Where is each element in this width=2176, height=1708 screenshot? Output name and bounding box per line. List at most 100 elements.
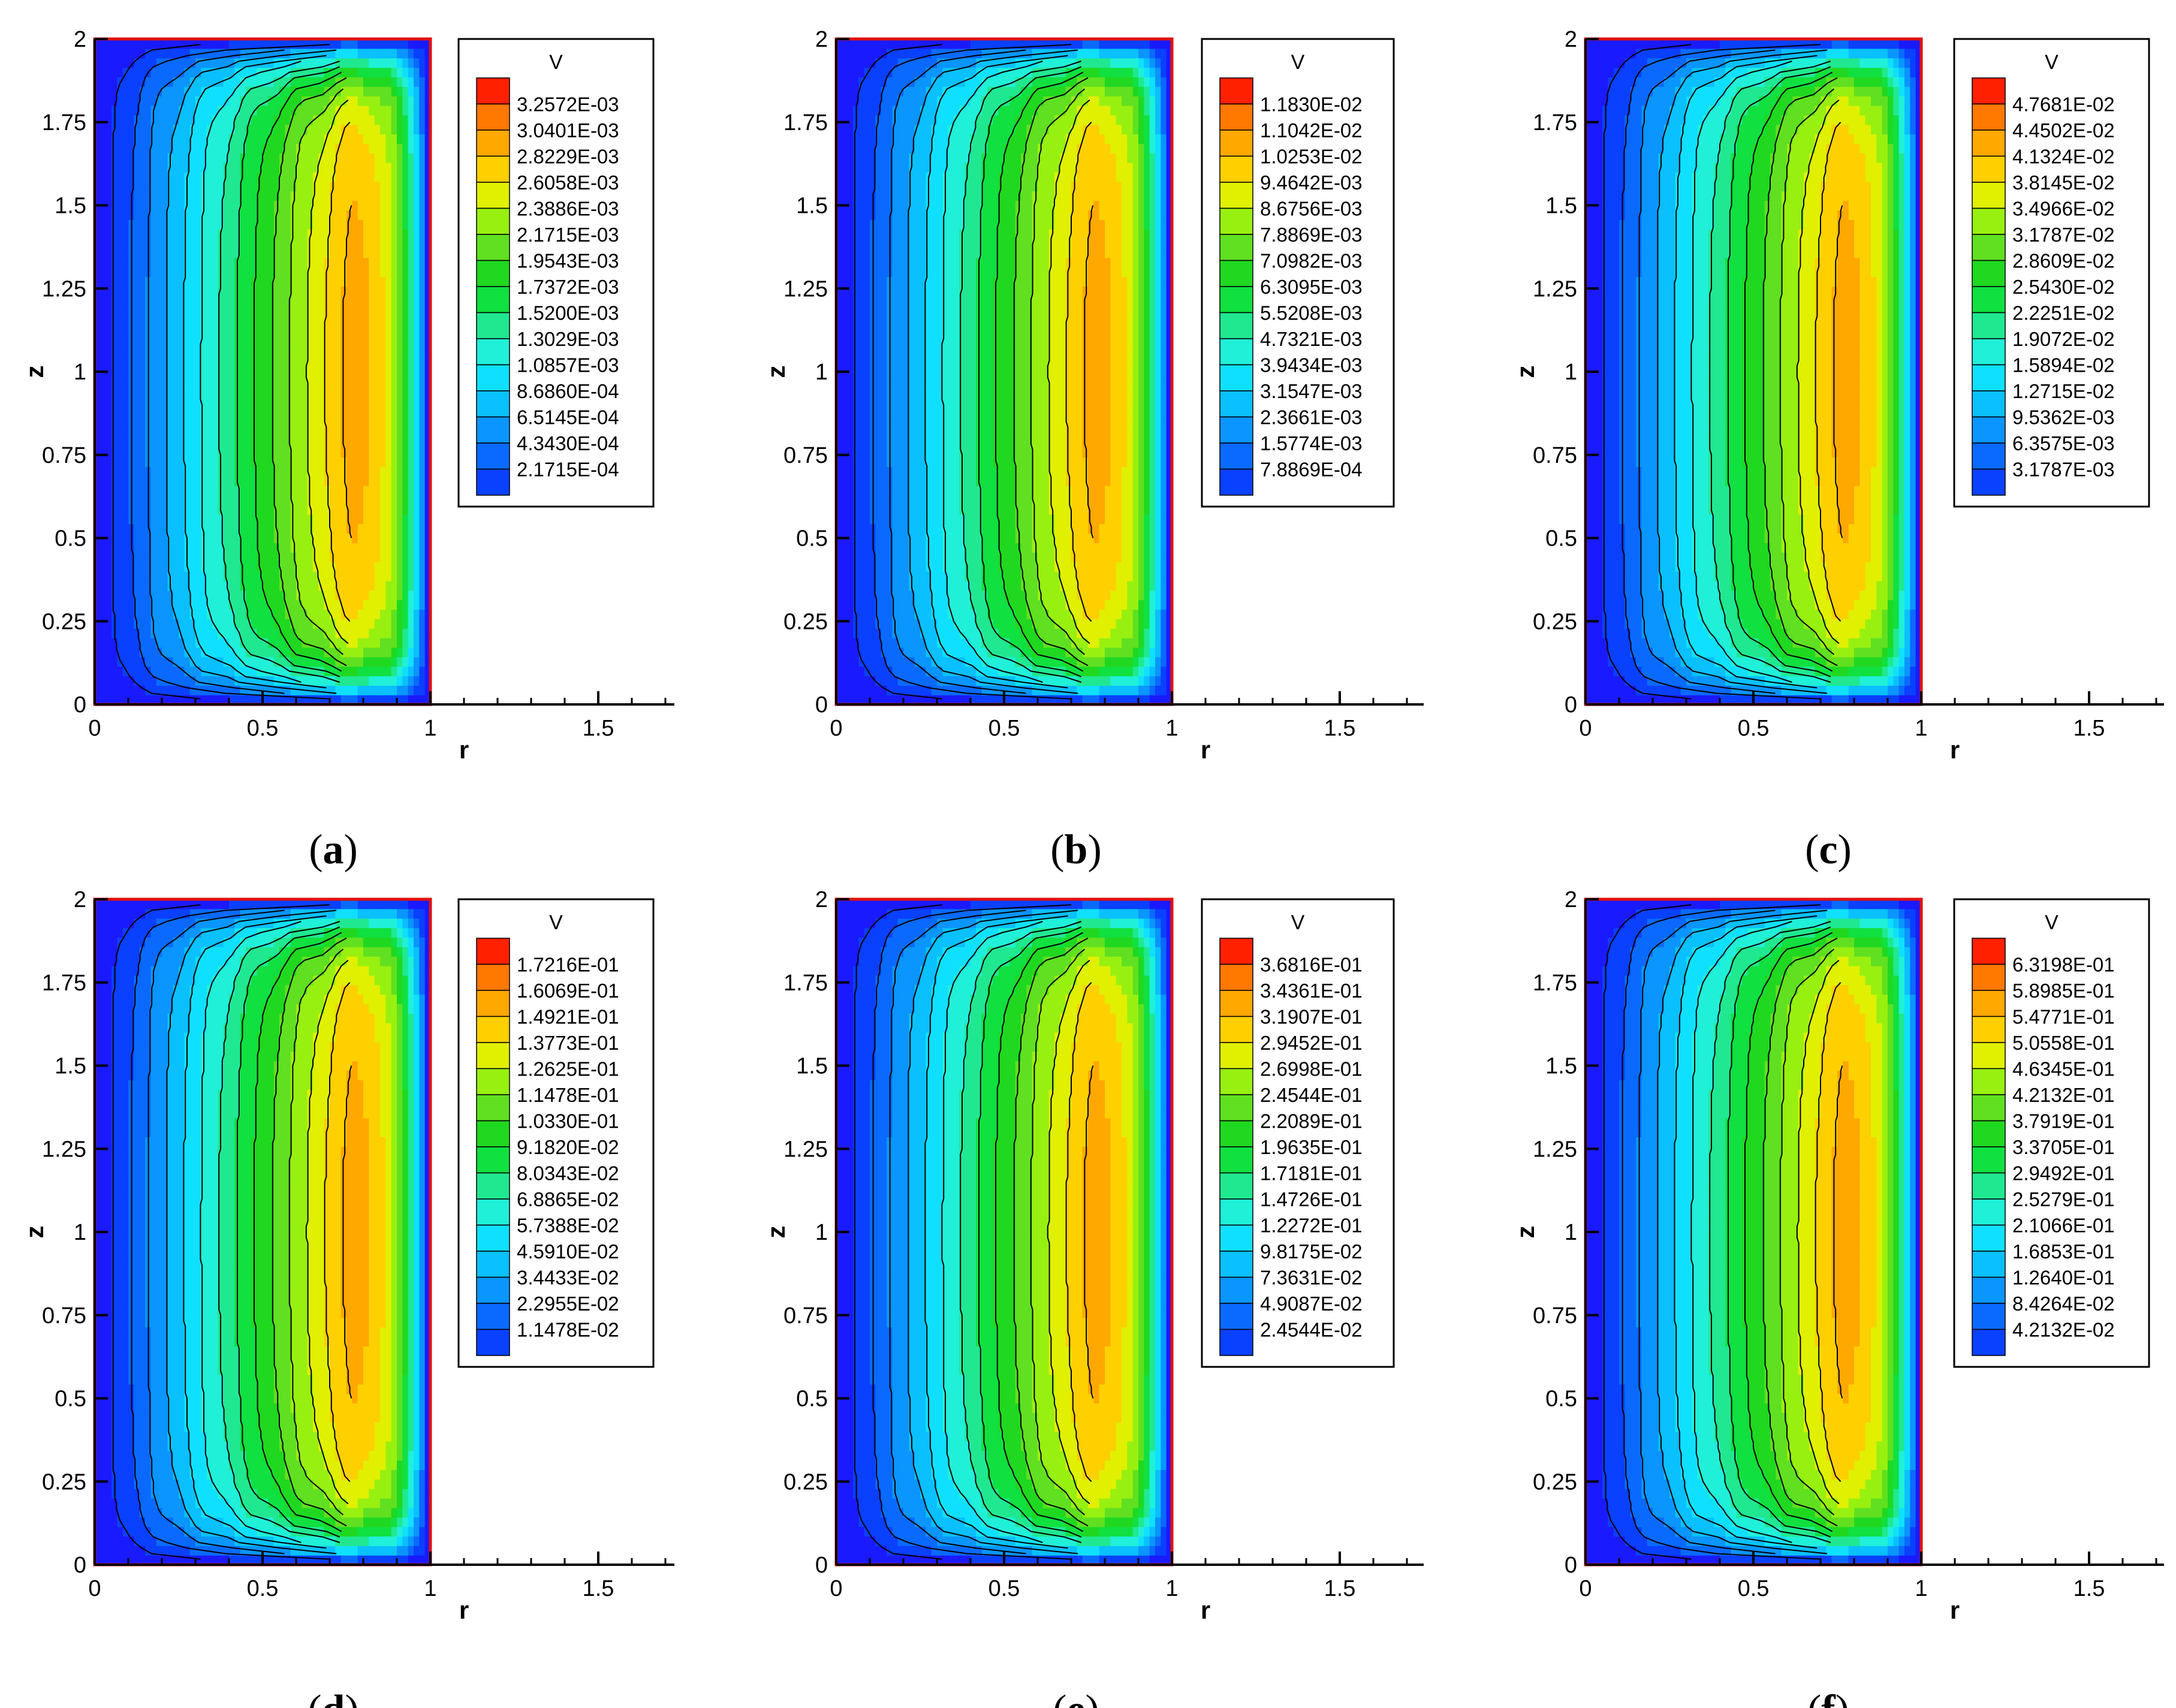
contour-cell <box>858 315 864 324</box>
contour-cell <box>246 353 252 362</box>
contour-cell <box>358 219 364 229</box>
contour-cell <box>106 657 112 667</box>
contour-cell <box>853 438 859 448</box>
contour-cell <box>391 409 397 419</box>
contour-cell <box>234 591 240 600</box>
contour-cell <box>881 591 887 600</box>
contour-cell <box>318 343 324 353</box>
contour-cell <box>150 210 156 219</box>
contour-cell <box>274 58 280 68</box>
contour-cell <box>391 258 397 267</box>
contour-cell <box>285 153 291 162</box>
contour-cell <box>419 591 425 600</box>
contour-cell <box>279 276 285 286</box>
contour-cell <box>858 353 864 362</box>
contour-cell <box>229 534 235 543</box>
contour-cell <box>106 600 112 610</box>
contour-cell <box>313 391 319 400</box>
contour-cell <box>414 134 420 144</box>
contour-cell <box>881 353 887 362</box>
contour-cell <box>352 543 358 552</box>
contour-cell <box>257 362 263 372</box>
contour-cell <box>195 505 201 514</box>
contour-cell <box>391 286 397 296</box>
contour-cell <box>414 505 420 514</box>
contour-cell <box>229 68 235 77</box>
contour-cell <box>363 448 369 457</box>
contour-cell <box>369 628 375 638</box>
contour-cell <box>330 239 336 248</box>
contour-cell <box>156 210 162 219</box>
contour-cell <box>251 571 257 581</box>
contour-cell <box>341 219 347 229</box>
contour-cell <box>380 524 386 534</box>
contour-cell <box>842 125 848 134</box>
contour-cell <box>229 334 235 344</box>
contour-cell <box>419 239 425 248</box>
contour-cell <box>167 400 173 410</box>
contour-cell <box>875 296 881 305</box>
contour-cell <box>408 201 414 210</box>
contour-cell <box>212 201 218 210</box>
contour-cell <box>179 86 185 96</box>
contour-cell <box>302 286 308 296</box>
contour-cell <box>358 182 364 191</box>
contour-cell <box>156 419 162 429</box>
contour-cell <box>173 628 179 638</box>
contour-cell <box>848 581 854 591</box>
contour-cell <box>224 201 230 210</box>
contour-cell <box>207 381 213 391</box>
contour-cell <box>291 514 297 524</box>
contour-cell <box>881 210 887 219</box>
contour-cell <box>240 400 246 410</box>
contour-cell <box>408 267 414 277</box>
contour-cell <box>414 191 420 201</box>
contour-cell <box>858 667 864 676</box>
contour-cell <box>140 219 146 229</box>
contour-cell <box>134 524 140 534</box>
contour-cell <box>842 581 848 591</box>
contour-cell <box>179 125 185 134</box>
legend-level-label: 4.3430E-04 <box>517 432 619 454</box>
contour-cell <box>346 276 352 286</box>
contour-cell <box>234 571 240 581</box>
contour-cell <box>212 143 218 153</box>
contour-cell <box>240 609 246 619</box>
contour-cell <box>224 286 230 296</box>
contour-cell <box>330 685 336 695</box>
contour-cell <box>100 505 106 514</box>
contour-cell <box>173 600 179 610</box>
contour-cell <box>385 581 391 591</box>
contour-cell <box>167 419 173 429</box>
contour-cell <box>240 229 246 239</box>
legend-level-label: 8.6860E-04 <box>517 380 619 402</box>
contour-cell <box>128 647 134 657</box>
contour-cell <box>858 172 864 182</box>
contour-cell <box>156 619 162 628</box>
contour-cell <box>173 143 179 153</box>
contour-cell <box>414 457 420 467</box>
contour-cell <box>134 514 140 524</box>
contour-cell <box>111 315 117 324</box>
contour-cell <box>853 49 859 58</box>
contour-cell <box>308 172 314 182</box>
contour-cell <box>207 448 213 457</box>
contour-cell <box>380 486 386 495</box>
contour-cell <box>848 68 854 77</box>
contour-cell <box>881 505 887 514</box>
contour-cell <box>397 201 403 210</box>
contour-cell <box>858 267 864 277</box>
contour-cell <box>419 201 425 210</box>
contour-cell <box>291 638 297 647</box>
contour-cell <box>375 647 381 657</box>
contour-cell <box>402 381 408 391</box>
y-tick-label: 1 <box>74 360 86 385</box>
contour-cell <box>369 134 375 144</box>
contour-cell <box>358 409 364 419</box>
contour-cell <box>414 286 420 296</box>
contour-cell <box>397 267 403 277</box>
contour-cell <box>150 372 156 381</box>
contour-cell <box>123 58 129 68</box>
contour-cell <box>134 86 140 96</box>
contour-cell <box>858 305 864 315</box>
